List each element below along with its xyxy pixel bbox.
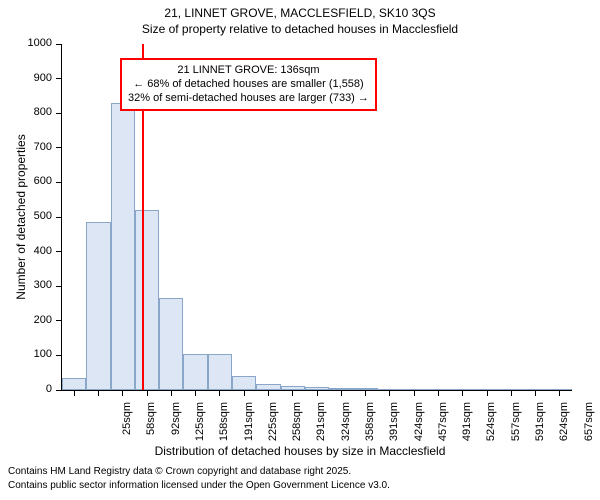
histogram-bar — [183, 354, 207, 390]
histogram-bar — [353, 388, 377, 390]
histogram-bar — [159, 298, 183, 390]
y-tick-label: 900 — [12, 72, 52, 84]
y-tick — [56, 286, 62, 287]
footer1-text: Contains HM Land Registry data © Crown c… — [8, 466, 351, 477]
y-tick — [56, 78, 62, 79]
x-tick — [292, 390, 293, 396]
y-tick — [56, 113, 62, 114]
histogram-bar — [111, 103, 135, 390]
y-tick-label: 1000 — [12, 37, 52, 49]
histogram-bar — [378, 389, 402, 390]
x-tick — [462, 390, 463, 396]
footer-line1: Contains HM Land Registry data © Crown c… — [8, 466, 351, 478]
y-tick-label: 300 — [12, 279, 52, 291]
y-tick — [56, 320, 62, 321]
y-tick — [56, 44, 62, 45]
x-tick — [389, 390, 390, 396]
x-axis-label: Distribution of detached houses by size … — [0, 444, 600, 458]
histogram-bar — [523, 389, 547, 390]
y-tick — [56, 251, 62, 252]
histogram-bar — [402, 389, 426, 390]
histogram-bar — [305, 387, 329, 390]
chart-title-line2: Size of property relative to detached ho… — [0, 22, 600, 36]
x-tick — [219, 390, 220, 396]
title1-text: 21, LINNET GROVE, MACCLESFIELD, SK10 3QS — [164, 6, 435, 20]
histogram-bar — [256, 384, 280, 390]
y-tick — [56, 182, 62, 183]
histogram-bar — [281, 386, 305, 390]
histogram-bar — [135, 210, 159, 390]
x-tick — [487, 390, 488, 396]
x-tick — [122, 390, 123, 396]
y-tick — [56, 217, 62, 218]
x-tick — [268, 390, 269, 396]
chart-title-line1: 21, LINNET GROVE, MACCLESFIELD, SK10 3QS — [0, 6, 600, 20]
histogram-bar — [499, 389, 523, 390]
annotation-line3: 32% of semi-detached houses are larger (… — [128, 92, 369, 106]
plot-area: 0100200300400500600700800900100025sqm58s… — [62, 44, 572, 390]
footer2-text: Contains public sector information licen… — [8, 480, 390, 491]
x-tick — [74, 390, 75, 396]
x-tick — [438, 390, 439, 396]
footer-line2: Contains public sector information licen… — [8, 480, 390, 492]
histogram-bar — [475, 389, 499, 390]
y-tick-label: 0 — [12, 383, 52, 395]
y-tick-label: 700 — [12, 141, 52, 153]
x-tick — [511, 390, 512, 396]
x-tick — [341, 390, 342, 396]
histogram-bar — [451, 389, 475, 390]
histogram-bar — [548, 389, 572, 390]
xlabel-text: Distribution of detached houses by size … — [155, 444, 446, 458]
y-tick — [56, 147, 62, 148]
histogram-bar — [232, 376, 256, 390]
annotation-line2: ← 68% of detached houses are smaller (1,… — [128, 78, 369, 92]
y-tick-label: 600 — [12, 175, 52, 187]
x-tick — [317, 390, 318, 396]
histogram-bar — [426, 389, 450, 390]
x-tick — [559, 390, 560, 396]
histogram-bar — [329, 388, 353, 390]
x-tick — [244, 390, 245, 396]
histogram-bar — [208, 354, 232, 390]
annotation-box: 21 LINNET GROVE: 136sqm← 68% of detached… — [120, 58, 377, 111]
title2-text: Size of property relative to detached ho… — [142, 22, 458, 36]
histogram-bar — [62, 378, 86, 390]
x-tick — [147, 390, 148, 396]
y-tick-label: 800 — [12, 106, 52, 118]
annotation-line1: 21 LINNET GROVE: 136sqm — [128, 64, 369, 78]
x-tick — [365, 390, 366, 396]
y-tick — [56, 355, 62, 356]
x-tick — [535, 390, 536, 396]
y-tick-label: 500 — [12, 210, 52, 222]
x-tick — [195, 390, 196, 396]
histogram-bar — [86, 222, 110, 390]
y-tick-label: 200 — [12, 314, 52, 326]
x-tick — [414, 390, 415, 396]
y-tick-label: 400 — [12, 245, 52, 257]
x-tick — [171, 390, 172, 396]
x-tick — [98, 390, 99, 396]
y-tick-label: 100 — [12, 348, 52, 360]
